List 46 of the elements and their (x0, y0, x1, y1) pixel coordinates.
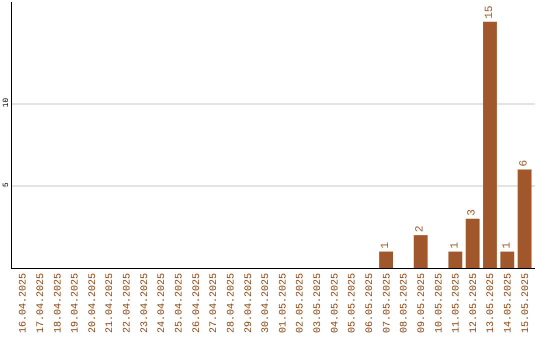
x-tick-label: 29.04.2025 (244, 273, 255, 334)
x-tick-label: 27.04.2025 (209, 273, 220, 334)
x-tick-label: 25.04.2025 (174, 273, 186, 334)
data-label: 1 (449, 242, 462, 249)
data-label: 6 (518, 160, 531, 166)
bar (379, 252, 393, 268)
x-tick-label: 21.04.2025 (105, 273, 116, 334)
x-tick-label: 12.05.2025 (468, 273, 480, 334)
bar (483, 22, 497, 268)
x-tick-label: 15.05.2025 (520, 273, 532, 334)
x-tick-label: 13.05.2025 (486, 273, 498, 334)
x-tick-label: 16.04.2025 (18, 273, 30, 334)
x-tick-label: 24.04.2025 (157, 273, 168, 334)
x-tick-label: 11.05.2025 (452, 273, 463, 334)
x-tick-label: 17.04.2025 (36, 273, 47, 334)
bar (448, 252, 462, 268)
bar (500, 252, 514, 268)
x-tick-label: 03.05.2025 (313, 273, 324, 334)
y-tick-label: 10 (2, 98, 11, 108)
x-tick-label: 20.04.2025 (88, 273, 99, 334)
x-tick-label: 05.05.2025 (348, 273, 359, 334)
x-tick-label: 07.05.2025 (382, 273, 394, 334)
x-tick-label: 23.04.2025 (140, 273, 151, 334)
x-tick-label: 04.05.2025 (330, 273, 342, 334)
data-label: 3 (466, 209, 479, 216)
x-tick-label: 22.04.2025 (122, 273, 134, 334)
bar (518, 169, 532, 268)
x-tick-label: 30.04.2025 (261, 273, 272, 334)
x-tick-label: 28.04.2025 (226, 273, 238, 334)
x-tick-label: 09.05.2025 (416, 273, 428, 334)
x-tick-label: 01.05.2025 (278, 273, 290, 334)
x-tick-label: 18.04.2025 (53, 273, 64, 334)
x-tick-label: 26.04.2025 (192, 273, 203, 334)
x-tick-label: 10.05.2025 (434, 273, 446, 334)
data-label: 1 (501, 242, 514, 249)
data-label: 1 (380, 242, 392, 249)
data-label: 15 (484, 5, 496, 19)
x-tick-label: 14.05.2025 (504, 273, 515, 334)
bar (414, 235, 428, 268)
data-label: 2 (414, 226, 427, 232)
x-tick-label: 06.05.2025 (365, 273, 376, 334)
y-tick-label: 5 (2, 182, 11, 188)
bar (466, 218, 480, 268)
x-tick-label: 19.04.2025 (70, 273, 82, 334)
x-tick-label: 08.05.2025 (400, 273, 411, 334)
x-tick-label: 02.05.2025 (296, 273, 307, 334)
